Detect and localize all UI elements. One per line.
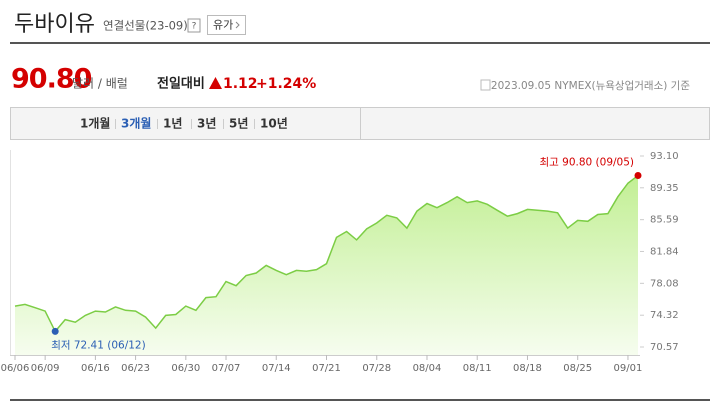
x-tick-label: 07/28 [362, 363, 391, 374]
category-button[interactable] [207, 15, 246, 35]
price: 90.80 [11, 64, 92, 95]
change-pct: +1.24% [256, 76, 316, 92]
source-icon [480, 79, 491, 91]
x-tick-label: 08/18 [513, 363, 542, 374]
price-unit: 달러 / 배럴 [72, 77, 128, 91]
y-tick-label: 74.32 [650, 310, 679, 321]
extreme-marker [634, 171, 642, 179]
x-tick-label: 07/07 [212, 363, 241, 374]
chart: 70.57 74.32 78.08 81.84 85.59 89.35 93.10 06/06… [1, 150, 679, 374]
x-tick-label: 08/11 [463, 363, 492, 374]
y-tick-label: 78.08 [650, 278, 679, 289]
y-tick-label: 89.35 [650, 183, 679, 194]
area [15, 175, 638, 355]
help-icon-box[interactable] [187, 18, 201, 33]
x-tick-label: 06/23 [121, 363, 150, 374]
x-tick-label: 06/06 [1, 363, 30, 374]
source: 2023.09.05 NYMEX(뉴욕상업거래소) 기준 [491, 79, 690, 92]
line [14, 174, 639, 333]
tab[interactable]: 3개월 [121, 116, 151, 131]
x-tick-label: 07/14 [262, 363, 291, 374]
x-tick-label: 06/16 [81, 363, 110, 374]
header-rule [10, 42, 710, 44]
x-tick-label: 08/25 [563, 363, 592, 374]
y-tick-label: 93.10 [650, 151, 679, 162]
x-tick-label: 09/01 [614, 363, 643, 374]
tab[interactable]: 5년 [229, 117, 248, 131]
y-tick-label: 85.59 [650, 215, 679, 226]
annotation: 최저 72.41 (06/12) [51, 339, 146, 351]
tab[interactable]: 10년 [260, 117, 288, 131]
category-button-label[interactable]: 유가 [213, 19, 233, 32]
tab[interactable]: 3년 [197, 117, 216, 131]
x-tick-label: 08/04 [413, 363, 442, 374]
extreme-marker [51, 327, 59, 335]
button-arrow [235, 21, 240, 29]
annotation: 최고 90.80 (09/05) [539, 156, 634, 168]
title: 두바이유 [14, 12, 95, 37]
x-tick-label: 06/09 [31, 363, 60, 374]
subtitle: 연결선물(23-09) [103, 19, 188, 33]
help-icon[interactable]: ? [192, 22, 197, 32]
change-label: 전일대비 [157, 76, 205, 92]
x-tick-label: 07/21 [312, 363, 341, 374]
up-icon [209, 77, 222, 89]
bottom-rule [10, 399, 710, 401]
y-tick-label: 81.84 [650, 246, 679, 257]
tab[interactable]: 1년 [163, 117, 182, 131]
y-tick-label: 70.57 [650, 342, 679, 353]
change: 1.12 [223, 76, 258, 92]
tab[interactable]: 1개월 [80, 116, 110, 131]
tabs: 1개월 3개월 1년 3년 5년 10년 [80, 116, 288, 131]
x-tick-label: 06/30 [171, 363, 200, 374]
